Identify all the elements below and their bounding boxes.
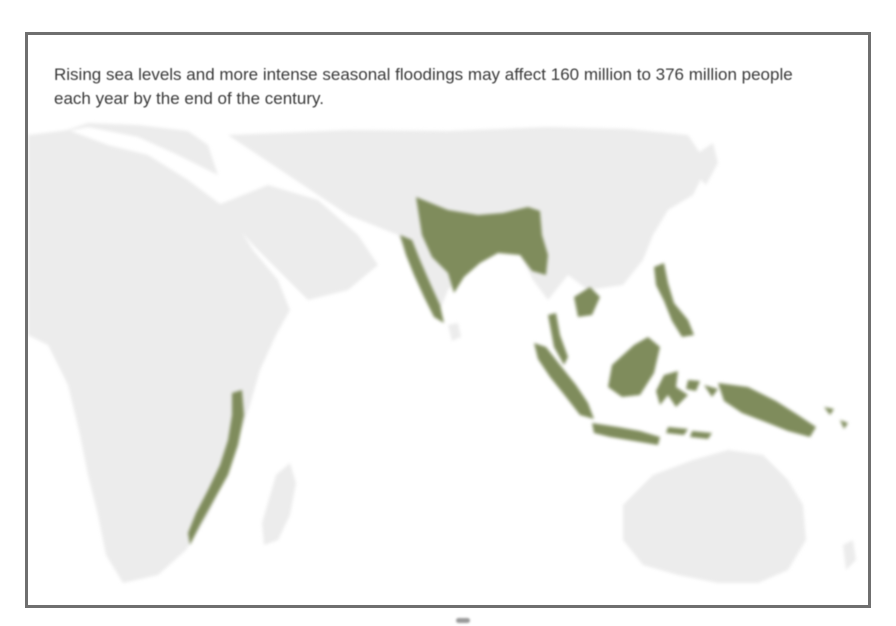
land-australia bbox=[623, 450, 806, 583]
affected-myanmar-coast bbox=[548, 313, 568, 365]
land-arabia bbox=[218, 185, 378, 300]
land-madagascar bbox=[262, 463, 296, 545]
page-indicator-mark bbox=[456, 618, 470, 623]
affected-india-west-coast bbox=[400, 235, 444, 323]
affected-sulawesi bbox=[656, 371, 688, 407]
affected-borneo bbox=[608, 337, 660, 397]
land-sri-lanka bbox=[448, 323, 461, 341]
affected-new-guinea bbox=[718, 383, 816, 437]
land-japan bbox=[696, 143, 718, 185]
affected-regions-layer bbox=[188, 197, 848, 545]
land-new-zealand bbox=[843, 540, 856, 570]
affected-vietnam-coast bbox=[574, 287, 600, 317]
affected-mozambique-coast bbox=[188, 390, 244, 545]
map-frame: Rising sea levels and more intense seaso… bbox=[25, 32, 871, 608]
affected-java bbox=[592, 423, 660, 445]
affected-pacific-islands bbox=[824, 407, 848, 429]
land-layer bbox=[28, 123, 856, 583]
affected-sumatra bbox=[534, 343, 594, 419]
affected-small-islands bbox=[666, 380, 718, 439]
flood-risk-map bbox=[28, 123, 856, 583]
land-europe bbox=[58, 123, 218, 175]
map-caption: Rising sea levels and more intense seaso… bbox=[54, 65, 793, 108]
affected-philippines bbox=[654, 263, 694, 337]
affected-bangladesh-india-north bbox=[416, 197, 548, 293]
